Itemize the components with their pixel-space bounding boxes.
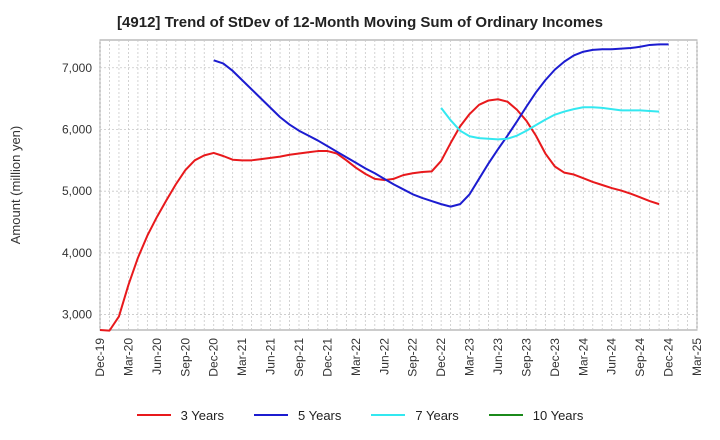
x-tick-label: Jun-24 [605, 338, 619, 375]
x-tick-label: Dec-19 [93, 338, 107, 377]
x-tick-label: Mar-23 [463, 338, 477, 376]
legend-label-7-years: 7 Years [415, 407, 459, 423]
series-line-7-years [440, 106, 660, 141]
series-line-5-years [213, 43, 669, 208]
legend-item-7-years: 7 Years [371, 407, 459, 423]
x-tick-label: Mar-24 [576, 338, 590, 376]
legend-label-10-years: 10 Years [532, 407, 584, 423]
x-tick-label: Dec-21 [320, 338, 334, 377]
x-tick-label: Mar-20 [121, 338, 135, 376]
series-line-3-years [99, 98, 660, 332]
x-tick-label: Dec-22 [434, 338, 448, 377]
x-tick-label: Jun-22 [377, 338, 391, 375]
x-tick-label: Jun-23 [491, 338, 505, 375]
legend-swatch-10-years [488, 414, 523, 416]
x-tick-label: Sep-22 [406, 338, 420, 377]
x-tick-label: Jun-21 [264, 338, 278, 375]
legend-label-3-years: 3 Years [180, 407, 224, 423]
x-tick-label: Mar-22 [349, 338, 363, 376]
x-tick-label: Sep-24 [633, 338, 647, 377]
legend: 3 Years 5 Years 7 Years 10 Years [0, 404, 720, 426]
legend-swatch-3-years [136, 414, 171, 416]
x-tick-label: Sep-21 [292, 338, 306, 377]
chart-title: [4912] Trend of StDev of 12-Month Moving… [117, 14, 603, 31]
y-tick-label: 7,000 [62, 61, 92, 75]
y-tick-label: 5,000 [62, 184, 92, 198]
y-axis-label: Amount (million yen) [8, 126, 23, 245]
plot-area [99, 39, 698, 331]
legend-swatch-7-years [371, 414, 406, 416]
x-tick-label: Sep-23 [519, 338, 533, 377]
x-tick-label: Mar-21 [235, 338, 249, 376]
x-tick-label: Dec-20 [207, 338, 221, 377]
x-tick-label: Mar-25 [690, 338, 704, 376]
legend-item-10-years: 10 Years [488, 407, 584, 423]
legend-label-5-years: 5 Years [298, 407, 342, 423]
x-tick-label: Dec-23 [548, 338, 562, 377]
x-tick-label: Dec-24 [662, 338, 676, 377]
legend-item-3-years: 3 Years [136, 407, 224, 423]
x-tick-label: Sep-20 [178, 338, 192, 377]
x-tick-label: Jun-20 [150, 338, 164, 375]
y-tick-label: 4,000 [62, 246, 92, 260]
y-tick-label: 6,000 [62, 122, 92, 136]
y-tick-label: 3,000 [62, 308, 92, 322]
legend-swatch-5-years [254, 414, 288, 416]
legend-item-5-years: 5 Years [254, 408, 341, 423]
